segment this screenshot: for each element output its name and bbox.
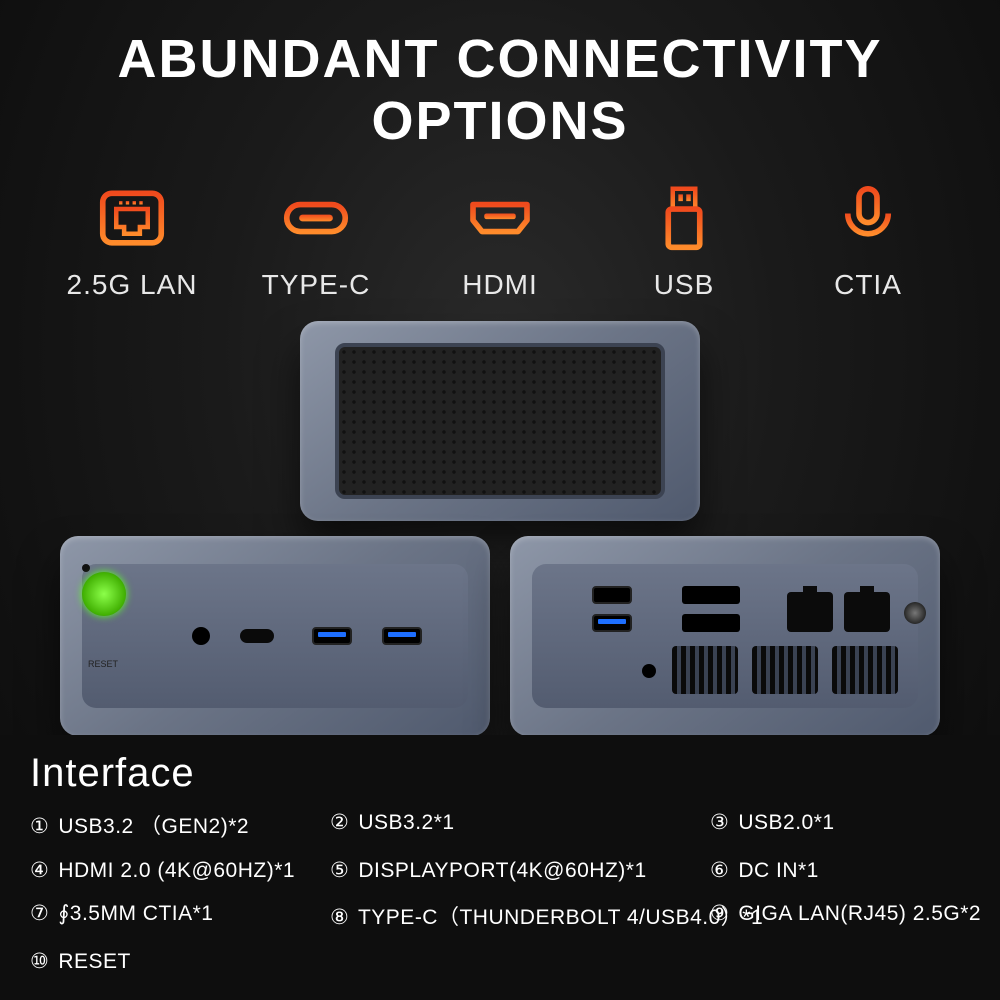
reset-label: RESET — [88, 659, 118, 669]
usb-port — [592, 614, 632, 632]
device-front: RESET — [60, 536, 490, 736]
usb-port — [592, 586, 632, 604]
interface-heading: Interface — [30, 751, 970, 796]
iface-item: ⑥ DC IN*1 — [710, 858, 981, 883]
icon-lan: 2.5G LAN — [47, 182, 217, 301]
hdmi-port — [682, 614, 740, 632]
interface-panel: Interface ① USB3.2 （GEN2)*2 ② USB3.2*1 ③… — [0, 735, 1000, 1000]
dc-in — [904, 602, 926, 624]
icon-label: HDMI — [415, 269, 585, 301]
mic-icon — [832, 182, 904, 254]
product-stage: RESET — [0, 311, 1000, 741]
icon-typec: TYPE-C — [231, 182, 401, 301]
icon-label: TYPE-C — [231, 269, 401, 301]
mesh-grille — [335, 343, 665, 499]
rj45-port — [787, 592, 833, 632]
icon-hdmi: HDMI — [415, 182, 585, 301]
usb-port — [382, 627, 422, 645]
iface-item: ② USB3.2*1 — [330, 810, 700, 840]
kensington-slot — [642, 664, 656, 678]
iface-item: ④ HDMI 2.0 (4K@60HZ)*1 — [30, 858, 320, 883]
icon-label: CTIA — [783, 269, 953, 301]
icon-label: 2.5G LAN — [47, 269, 217, 301]
page-title: ABUNDANT CONNECTIVITY OPTIONS — [0, 0, 1000, 152]
icon-label: USB — [599, 269, 769, 301]
usb-port — [312, 627, 352, 645]
reset-pinhole — [82, 564, 90, 572]
ethernet-icon — [96, 182, 168, 254]
icon-usb: USB — [599, 182, 769, 301]
audio-jack — [192, 627, 210, 645]
iface-item: ⑤ DISPLAYPORT(4K@60HZ)*1 — [330, 858, 700, 883]
vent-strip — [672, 646, 898, 694]
hdmi-icon — [464, 182, 536, 254]
iface-item: ⑧ TYPE-C（THUNDERBOLT 4/USB4.0）*1 — [330, 901, 700, 931]
iface-item: ⑩ RESET — [30, 949, 320, 974]
iface-item: ⑦ ∮3.5MM CTIA*1 — [30, 901, 320, 931]
icon-row: 2.5G LAN TYPE-C HDMI USB CTIA — [0, 152, 1000, 311]
iface-item: ③ USB2.0*1 — [710, 810, 981, 840]
typec-port — [240, 629, 274, 643]
device-rear — [510, 536, 940, 736]
iface-item: ① USB3.2 （GEN2)*2 — [30, 810, 320, 840]
usb-icon — [648, 182, 720, 254]
device-top — [300, 321, 700, 521]
displayport — [682, 586, 740, 604]
iface-item: ⑨ GIGA LAN(RJ45) 2.5G*2 — [710, 901, 981, 931]
power-button — [82, 572, 126, 616]
icon-ctia: CTIA — [783, 182, 953, 301]
typec-icon — [280, 182, 352, 254]
rj45-port — [844, 592, 890, 632]
interface-grid: ① USB3.2 （GEN2)*2 ② USB3.2*1 ③ USB2.0*1 … — [30, 810, 970, 974]
